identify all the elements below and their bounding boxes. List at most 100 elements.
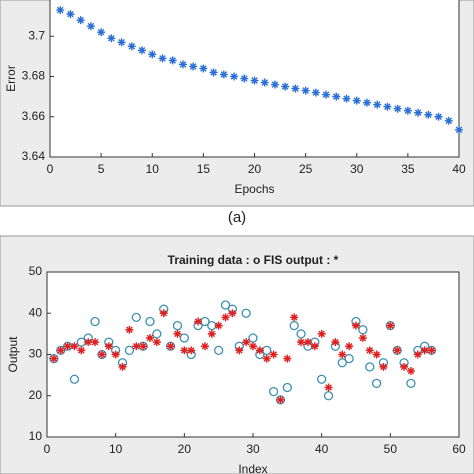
point xyxy=(194,317,203,326)
point xyxy=(372,350,381,359)
point xyxy=(427,346,436,355)
x-tick-label: 20 xyxy=(178,442,192,456)
point xyxy=(323,391,334,401)
point xyxy=(260,78,269,87)
point xyxy=(77,346,86,355)
point xyxy=(124,345,135,356)
point xyxy=(200,342,209,351)
point xyxy=(220,300,231,310)
point xyxy=(66,10,75,19)
point xyxy=(371,378,382,389)
point xyxy=(248,333,258,343)
point xyxy=(283,354,292,363)
point xyxy=(290,313,299,322)
x-tick-label: 40 xyxy=(315,442,329,456)
point xyxy=(117,38,126,47)
point xyxy=(158,54,167,63)
point xyxy=(159,309,168,318)
point xyxy=(97,350,106,359)
point xyxy=(63,342,72,351)
x-tick-label: 60 xyxy=(452,442,466,456)
point xyxy=(146,334,154,342)
y-tick-label: 3.7 xyxy=(28,28,45,42)
x-tick-label: 10 xyxy=(146,162,160,176)
point xyxy=(270,80,279,89)
point xyxy=(365,362,375,372)
point xyxy=(420,346,429,355)
point xyxy=(132,342,141,351)
point xyxy=(86,22,95,31)
point xyxy=(311,88,320,97)
point xyxy=(240,74,249,83)
point xyxy=(138,46,147,55)
point xyxy=(168,56,177,65)
point xyxy=(152,329,162,339)
x-tick-label: 0 xyxy=(47,162,54,176)
y-tick-label: 30 xyxy=(29,347,43,361)
point xyxy=(455,125,463,134)
point xyxy=(107,34,116,43)
point xyxy=(228,309,237,318)
point xyxy=(172,320,183,331)
point xyxy=(324,383,333,392)
y-tick-label: 3.64 xyxy=(22,149,46,163)
point xyxy=(365,346,374,355)
point xyxy=(444,116,453,125)
point xyxy=(393,346,402,355)
x-tick-label: 40 xyxy=(452,162,466,176)
point xyxy=(414,108,423,117)
point xyxy=(56,6,65,15)
point xyxy=(344,353,354,364)
point xyxy=(118,362,127,371)
x-tick-label: 15 xyxy=(197,162,211,176)
y-tick-label: 40 xyxy=(29,305,43,319)
caption: (a) xyxy=(228,209,246,226)
point xyxy=(148,50,157,59)
point xyxy=(69,374,80,384)
point xyxy=(282,382,292,393)
x-axis-label: Index xyxy=(238,462,267,474)
y-tick-label: 3.72 xyxy=(22,0,46,2)
point xyxy=(262,354,271,363)
point xyxy=(49,354,58,363)
point xyxy=(296,329,306,339)
point xyxy=(400,362,409,371)
point xyxy=(97,28,106,37)
point xyxy=(379,362,388,371)
point xyxy=(373,100,382,109)
point xyxy=(152,338,161,347)
point xyxy=(125,325,134,334)
chart-title: Training data : o FIS output : * xyxy=(168,253,339,267)
point xyxy=(317,374,327,384)
point xyxy=(386,321,395,330)
y-axis-label: Error xyxy=(4,65,18,92)
point xyxy=(76,16,85,25)
point xyxy=(332,92,341,101)
x-tick-label: 35 xyxy=(401,162,415,176)
point xyxy=(249,342,257,351)
point xyxy=(337,358,347,368)
y-tick-label: 50 xyxy=(29,264,43,278)
point xyxy=(214,345,224,356)
x-axis-label: Epochs xyxy=(234,182,274,196)
point xyxy=(413,350,422,359)
x-tick-label: 10 xyxy=(109,442,123,456)
point xyxy=(424,110,433,119)
point xyxy=(242,338,251,347)
y-axis-label: Output xyxy=(6,336,20,373)
point xyxy=(338,350,347,359)
point xyxy=(393,104,402,113)
point xyxy=(352,321,360,330)
point xyxy=(209,68,218,77)
point xyxy=(331,338,340,347)
point xyxy=(178,60,187,69)
x-tick-label: 30 xyxy=(350,162,364,176)
point xyxy=(352,96,361,105)
point xyxy=(322,90,331,99)
point xyxy=(250,76,259,85)
point xyxy=(358,334,367,342)
point xyxy=(269,350,278,359)
point xyxy=(131,312,141,323)
point xyxy=(56,346,65,355)
